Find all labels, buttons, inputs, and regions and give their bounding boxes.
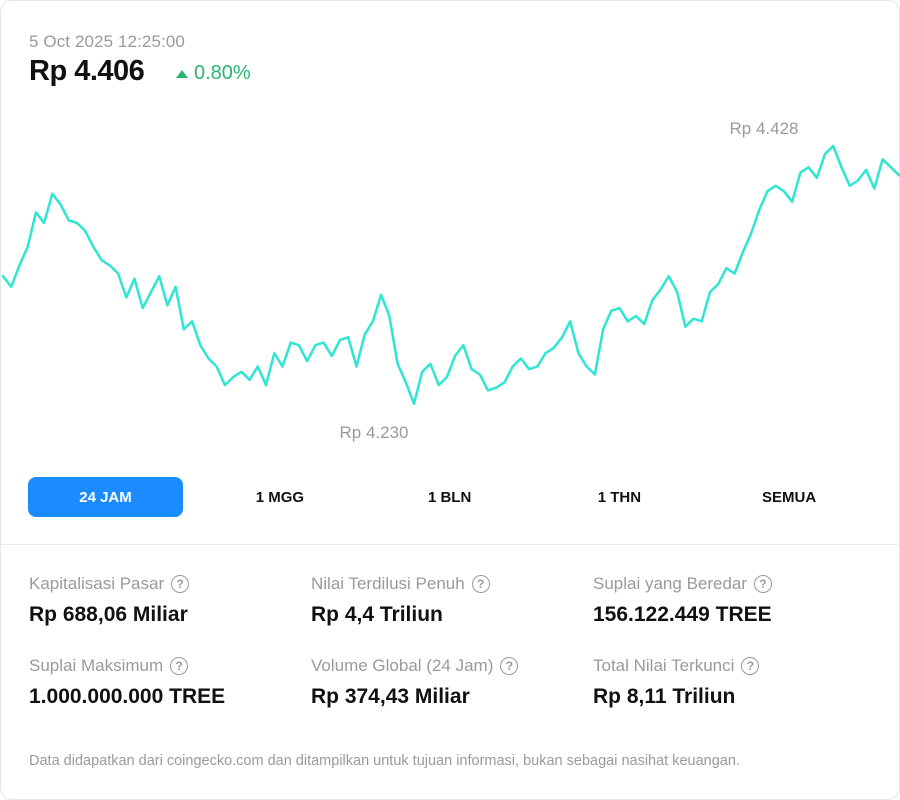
stat-market-cap: Kapitalisasi Pasar ? Rp 688,06 Miliar [29, 574, 311, 627]
arrow-up-icon [176, 69, 188, 78]
tab-semua[interactable]: SEMUA [762, 488, 817, 506]
min-price-label: Rp 4.230 [340, 423, 409, 442]
current-price: Rp 4.406 [29, 55, 145, 87]
disclaimer: Data didapatkan dari coingecko.com dan d… [29, 753, 740, 769]
help-icon[interactable]: ? [471, 575, 490, 593]
tab-1-thn[interactable]: 1 THN [597, 488, 642, 506]
help-icon[interactable]: ? [171, 575, 190, 593]
stat-max-supply: Suplai Maksimum ? 1.000.000.000 TREE [29, 656, 311, 709]
stat-label: Suplai yang Beredar [593, 574, 748, 593]
price-change: 0.80% [176, 62, 251, 85]
tab-24-jam[interactable]: 24 JAM [28, 477, 183, 517]
timeframe-tabs: 24 JAM 1 MGG 1 BLN 1 THN SEMUA [28, 477, 874, 517]
price-line [1, 144, 900, 405]
tab-1-bln[interactable]: 1 BLN [427, 488, 472, 506]
stat-label: Suplai Maksimum [29, 656, 164, 675]
stat-value: 1.000.000.000 TREE [29, 685, 226, 708]
stat-value: Rp 688,06 Miliar [29, 603, 188, 626]
stat-value: Rp 8,11 Triliun [593, 685, 736, 708]
stats-grid: Kapitalisasi Pasar ? Rp 688,06 Miliar Ni… [29, 574, 889, 709]
stat-value: Rp 374,43 Miliar [311, 685, 470, 708]
help-icon[interactable]: ? [754, 575, 773, 593]
stat-label: Total Nilai Terkunci [593, 656, 735, 675]
stat-fully-diluted: Nilai Terdilusi Penuh ? Rp 4,4 Triliun [311, 574, 593, 627]
stat-label: Kapitalisasi Pasar [29, 574, 165, 593]
stat-total-value-locked: Total Nilai Terkunci ? Rp 8,11 Triliun [593, 656, 875, 709]
help-icon[interactable]: ? [170, 657, 189, 675]
max-price-label: Rp 4.428 [730, 119, 799, 138]
price-chart[interactable]: Rp 4.428 Rp 4.230 [1, 101, 900, 461]
divider [1, 544, 900, 545]
price-change-value: 0.80% [194, 62, 251, 84]
help-icon[interactable]: ? [741, 657, 760, 675]
stat-value: 156.122.449 TREE [593, 603, 772, 626]
stat-label: Nilai Terdilusi Penuh [311, 574, 465, 593]
stat-label: Volume Global (24 Jam) [311, 656, 494, 675]
timestamp: 5 Oct 2025 12:25:00 [29, 32, 185, 51]
stat-value: Rp 4,4 Triliun [311, 603, 443, 626]
stat-circulating-supply: Suplai yang Beredar ? 156.122.449 TREE [593, 574, 875, 627]
tab-1-mgg[interactable]: 1 MGG [255, 488, 305, 506]
stat-global-volume: Volume Global (24 Jam) ? Rp 374,43 Milia… [311, 656, 593, 709]
help-icon[interactable]: ? [500, 657, 519, 675]
